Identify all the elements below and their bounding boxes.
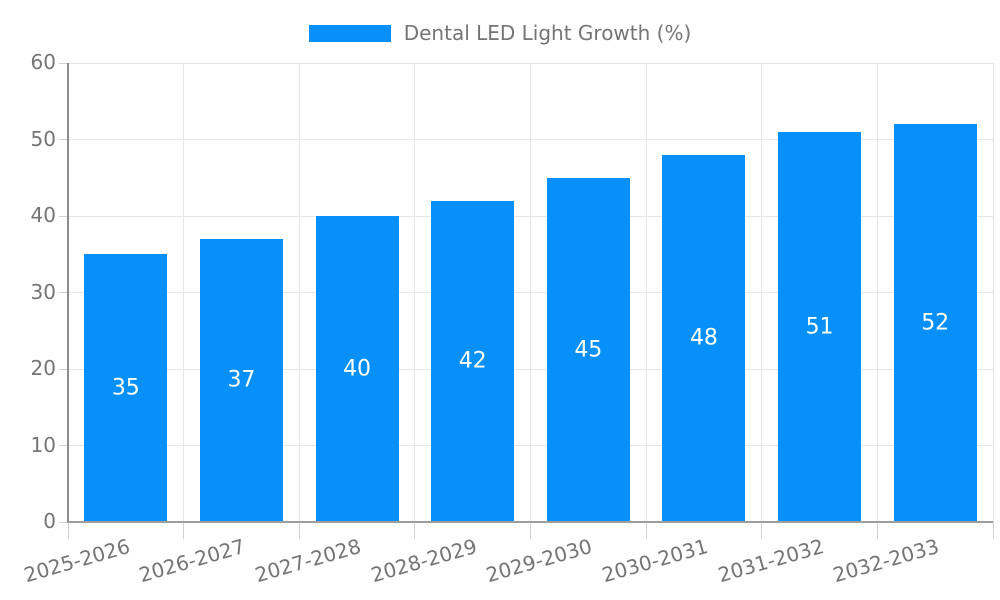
x-axis-tick <box>992 522 994 539</box>
bar <box>662 154 746 522</box>
x-axis-tick <box>761 522 763 539</box>
legend-swatch-icon <box>308 24 391 42</box>
bar-value-label: 48 <box>689 325 718 351</box>
x-axis-tick <box>530 522 531 539</box>
bar-value-label: 42 <box>458 348 487 374</box>
y-axis-tick-label: 60 <box>30 50 56 74</box>
v-gridline <box>298 63 300 522</box>
x-axis-tick <box>414 522 416 539</box>
y-axis-tick <box>59 215 68 217</box>
bar-value-label: 52 <box>921 310 950 336</box>
x-axis-tick-label: 2025-2026 <box>21 534 133 588</box>
y-axis-tick-label: 50 <box>30 126 56 151</box>
bar-value-label: 40 <box>343 356 372 382</box>
v-gridline <box>761 63 763 522</box>
y-axis-tick-label: 20 <box>30 356 56 380</box>
y-axis-tick <box>59 139 68 140</box>
bar <box>431 200 515 522</box>
v-gridline <box>183 63 185 522</box>
y-axis-tick-label: 40 <box>30 203 56 227</box>
bar <box>84 254 168 522</box>
x-axis-tick <box>876 522 878 539</box>
y-axis-tick <box>59 445 68 446</box>
v-gridline <box>645 63 647 522</box>
bar-value-label: 35 <box>111 375 140 401</box>
y-axis-tick <box>59 521 68 523</box>
v-gridline <box>530 63 531 522</box>
legend: Dental LED Light Growth (%) <box>0 21 1000 45</box>
bar <box>199 238 283 522</box>
bar <box>315 216 399 522</box>
x-axis-tick-label: 2026-2027 <box>136 534 249 588</box>
v-gridline <box>414 63 416 522</box>
v-gridline <box>992 63 994 522</box>
bar <box>778 131 862 522</box>
legend-item[interactable]: Dental LED Light Growth (%) <box>308 21 692 45</box>
bar <box>546 177 630 522</box>
x-axis-tick <box>183 522 185 539</box>
y-axis-tick-label: 30 <box>30 279 56 304</box>
legend-label: Dental LED Light Growth (%) <box>403 21 692 45</box>
y-axis-tick <box>59 292 68 293</box>
x-axis-tick <box>298 522 300 539</box>
y-axis-line <box>67 63 69 523</box>
bar-value-label: 51 <box>805 314 834 340</box>
v-gridline <box>876 63 878 522</box>
y-axis-tick <box>59 368 68 370</box>
x-axis-tick <box>645 522 647 539</box>
x-axis-tick-label: 2029-2030 <box>483 534 595 588</box>
x-axis-tick <box>67 522 69 539</box>
x-axis-tick-label: 2031-2032 <box>714 534 827 588</box>
bar-value-label: 37 <box>227 367 256 393</box>
bar <box>893 124 977 522</box>
y-axis-tick-label: 10 <box>30 432 56 457</box>
y-axis-tick-label: 0 <box>43 509 56 533</box>
x-axis-tick-label: 2028-2029 <box>367 534 480 588</box>
x-axis-line <box>68 521 993 523</box>
x-axis-tick-label: 2032-2033 <box>830 534 942 588</box>
y-axis-tick <box>59 62 68 64</box>
x-axis-tick-label: 2030-2031 <box>599 534 711 588</box>
bar-value-label: 45 <box>574 337 603 363</box>
x-axis-tick-label: 2027-2028 <box>252 534 364 588</box>
